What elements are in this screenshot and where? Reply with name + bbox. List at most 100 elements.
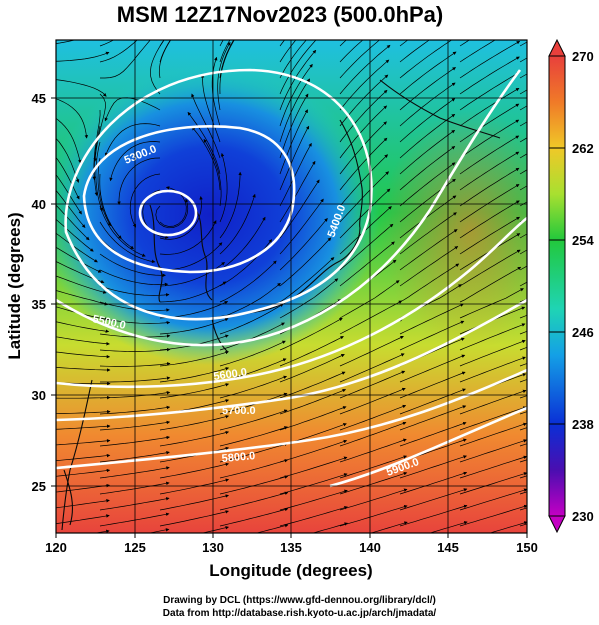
y-axis-ticks — [51, 97, 56, 487]
colorbar-top-arrow — [548, 38, 566, 57]
wind-streamline — [459, 56, 520, 95]
wind-streamline — [159, 367, 230, 383]
wind-streamline — [99, 269, 169, 287]
wind-streamline — [219, 171, 242, 239]
wind-streamline — [56, 189, 86, 228]
wind-streamline — [219, 340, 286, 367]
wind-streamline — [219, 40, 235, 79]
wind-streamline — [400, 0, 458, 30]
colorbar-label: 262 — [572, 141, 594, 156]
contour-5800 — [56, 368, 527, 470]
wind-streamline — [99, 512, 170, 527]
wind-streamline — [129, 173, 161, 228]
wind-streamline — [459, 406, 527, 431]
wind-streamline — [159, 350, 229, 367]
wind-streamline — [279, 218, 328, 271]
wind-streamline — [279, 109, 308, 175]
wind-streamline — [159, 415, 230, 431]
wind-streamline — [56, 351, 111, 359]
wind-streamline — [459, 249, 521, 287]
wind-streamline — [339, 44, 391, 95]
wind-streamline — [99, 301, 170, 312]
colorbar: 270 262 254 246 238 230 — [548, 38, 594, 534]
x-tick-label: 145 — [437, 540, 459, 555]
wind-streamline — [219, 152, 228, 223]
wind-streamline — [279, 93, 309, 159]
x-tick-label: 135 — [280, 540, 302, 555]
wind-streamline — [339, 223, 394, 271]
y-tick-label: 30 — [32, 388, 46, 403]
colorbar-label: 254 — [572, 233, 594, 248]
wind-streamline — [459, 389, 527, 415]
wind-streamline — [203, 138, 222, 207]
wind-streamline — [219, 459, 289, 479]
wind-streamline — [95, 141, 103, 212]
x-tick-label: 125 — [124, 540, 146, 555]
wind-streamline — [56, 468, 111, 477]
wind-streamline — [99, 221, 156, 264]
wind-streamline — [56, 79, 107, 97]
wind-streamline — [459, 103, 520, 143]
wind-streamline — [399, 354, 466, 383]
wind-streamline — [279, 78, 311, 143]
wind-streamline — [459, 119, 520, 159]
wind-streamline — [459, 504, 527, 527]
wind-streamline — [459, 200, 520, 239]
wind-streamline — [56, 118, 82, 164]
wind-streamline — [520, 0, 582, 30]
wind-streamline — [459, 472, 527, 495]
y-axis-title: Latitude (degrees) — [5, 212, 24, 359]
wind-streamline — [399, 98, 456, 143]
wind-streamline — [399, 195, 457, 239]
colorbar-scale — [548, 55, 566, 517]
wind-streamline — [117, 157, 161, 206]
contour-5700 — [56, 298, 527, 422]
wind-streamline — [339, 471, 408, 495]
wind-streamline — [100, 0, 159, 30]
wind-streamline — [56, 275, 107, 294]
wind-streamline — [155, 198, 189, 229]
wind-streamline — [56, 439, 111, 446]
wind-streamline — [429, 521, 468, 533]
wind-streamline — [459, 488, 527, 511]
wind-streamline — [219, 409, 288, 431]
wind-streamline — [399, 212, 457, 255]
wind-streamline — [99, 40, 138, 63]
wind-streamline — [279, 257, 335, 303]
contour-5300-inner — [138, 189, 198, 237]
credits-drawing: Drawing by DCL (https://www.gfd-dennou.o… — [163, 595, 436, 606]
wind-streamline — [104, 123, 161, 157]
wind-streamline — [200, 74, 221, 143]
wind-streamline — [399, 82, 456, 127]
contour-5300 — [82, 125, 296, 274]
wind-streamline — [399, 320, 465, 351]
colorbar-label: 246 — [572, 325, 594, 340]
wind-streamline — [339, 59, 390, 111]
wind-streamline — [219, 40, 235, 95]
wind-streamline — [399, 303, 464, 335]
wind-streamline — [56, 410, 111, 415]
wind-streamline — [56, 453, 111, 461]
geopotential-contours — [56, 68, 527, 488]
credits: Drawing by DCL (https://www.gfd-dennou.o… — [0, 594, 599, 620]
wind-streamline — [399, 67, 456, 111]
wind-streamline — [279, 40, 307, 79]
wind-streamline — [159, 510, 229, 527]
wind-streamline — [159, 478, 230, 495]
wind-streamline — [399, 421, 467, 447]
wind-streamline — [339, 300, 403, 335]
wind-streamline — [279, 160, 316, 223]
wind-streamline — [219, 40, 231, 63]
wind-streamline — [399, 51, 457, 95]
wind-streamline — [489, 521, 527, 533]
wind-streamline — [339, 40, 364, 63]
wind-streamline — [399, 40, 430, 63]
wind-streamline — [399, 388, 466, 415]
wind-streamline — [56, 137, 80, 183]
wind-streamline — [459, 167, 520, 207]
wind-streamline — [56, 290, 109, 306]
wind-streamline — [219, 491, 289, 511]
wind-streamline — [99, 40, 115, 47]
wind-streamline — [279, 142, 312, 207]
wind-streamlines — [56, 0, 582, 533]
